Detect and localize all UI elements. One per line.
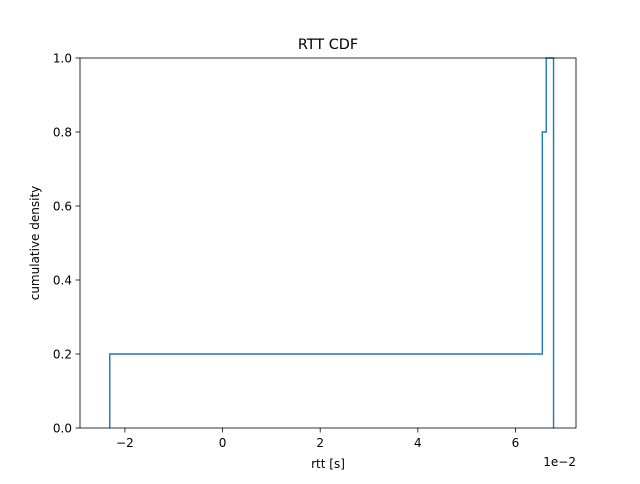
x-axis-offset-label: 1e−2: [543, 455, 576, 469]
y-tick-label: 1.0: [53, 51, 72, 65]
x-axis-label: rtt [s]: [311, 457, 345, 471]
y-tick-label: 0.6: [53, 199, 72, 213]
y-tick-label: 0.4: [53, 273, 72, 287]
y-tick-label: 0.0: [53, 421, 72, 435]
x-tick-label: 0: [219, 436, 227, 450]
y-axis: 0.0 0.2 0.4 0.6 0.8 1.0: [53, 51, 80, 435]
x-axis: −2 0 2 4 6: [116, 428, 519, 450]
x-tick-label: 6: [512, 436, 520, 450]
y-tick-label: 0.8: [53, 125, 72, 139]
cdf-step-line-0: [109, 57, 555, 428]
y-tick-label: 0.2: [53, 347, 72, 361]
axes-frame: [79, 57, 577, 429]
x-tick-label: 2: [316, 436, 324, 450]
chart-title: RTT CDF: [298, 37, 358, 53]
plot-area: [109, 57, 555, 428]
x-tick-label: −2: [116, 436, 134, 450]
y-axis-label: cumulative density: [28, 186, 42, 301]
x-tick-label: 4: [414, 436, 422, 450]
